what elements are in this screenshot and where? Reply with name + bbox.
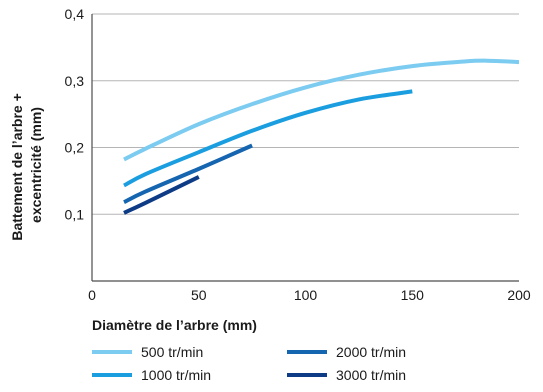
legend-item: 2000 tr/min [287, 344, 406, 360]
legend: 500 tr/min 1000 tr/min 2000 tr/min 3000 tr/… [92, 344, 406, 383]
legend-item: 1000 tr/min [92, 367, 211, 383]
y-axis-title-line-1: Battement de l’arbre + [9, 93, 25, 240]
y-tick-labels: 0,1 0,2 0,3 0,4 [65, 6, 85, 222]
x-tick-labels: 0 50 100 150 200 [88, 287, 531, 303]
legend-item: 3000 tr/min [287, 367, 406, 383]
series-line-0 [123, 58, 520, 162]
y-axis-title-line-2: excentricité (mm) [28, 107, 44, 223]
y-tick-label: 0,1 [65, 206, 85, 222]
x-tick-label: 100 [294, 287, 318, 303]
legend-item: 500 tr/min [92, 344, 203, 360]
grid [92, 13, 519, 215]
x-tick-label: 200 [507, 287, 531, 303]
axes [91, 14, 519, 282]
series-lines [123, 58, 520, 215]
x-tick-label: 50 [191, 287, 207, 303]
y-tick-label: 0,2 [65, 140, 85, 156]
y-axis-title: Battement de l’arbre + excentricité (mm) [9, 89, 44, 240]
x-tick-label: 150 [401, 287, 425, 303]
y-tick-label: 0,4 [65, 6, 85, 22]
series-line-1 [123, 89, 413, 188]
legend-label: 500 tr/min [141, 344, 203, 360]
legend-label: 3000 tr/min [336, 367, 406, 383]
series-line-2 [123, 143, 253, 205]
series-line-3 [123, 175, 200, 215]
x-tick-label: 0 [88, 287, 96, 303]
y-tick-label: 0,3 [65, 73, 85, 89]
x-axis-title: Diamètre de l’arbre (mm) [92, 317, 257, 333]
legend-label: 2000 tr/min [336, 344, 406, 360]
legend-label: 1000 tr/min [141, 367, 211, 383]
